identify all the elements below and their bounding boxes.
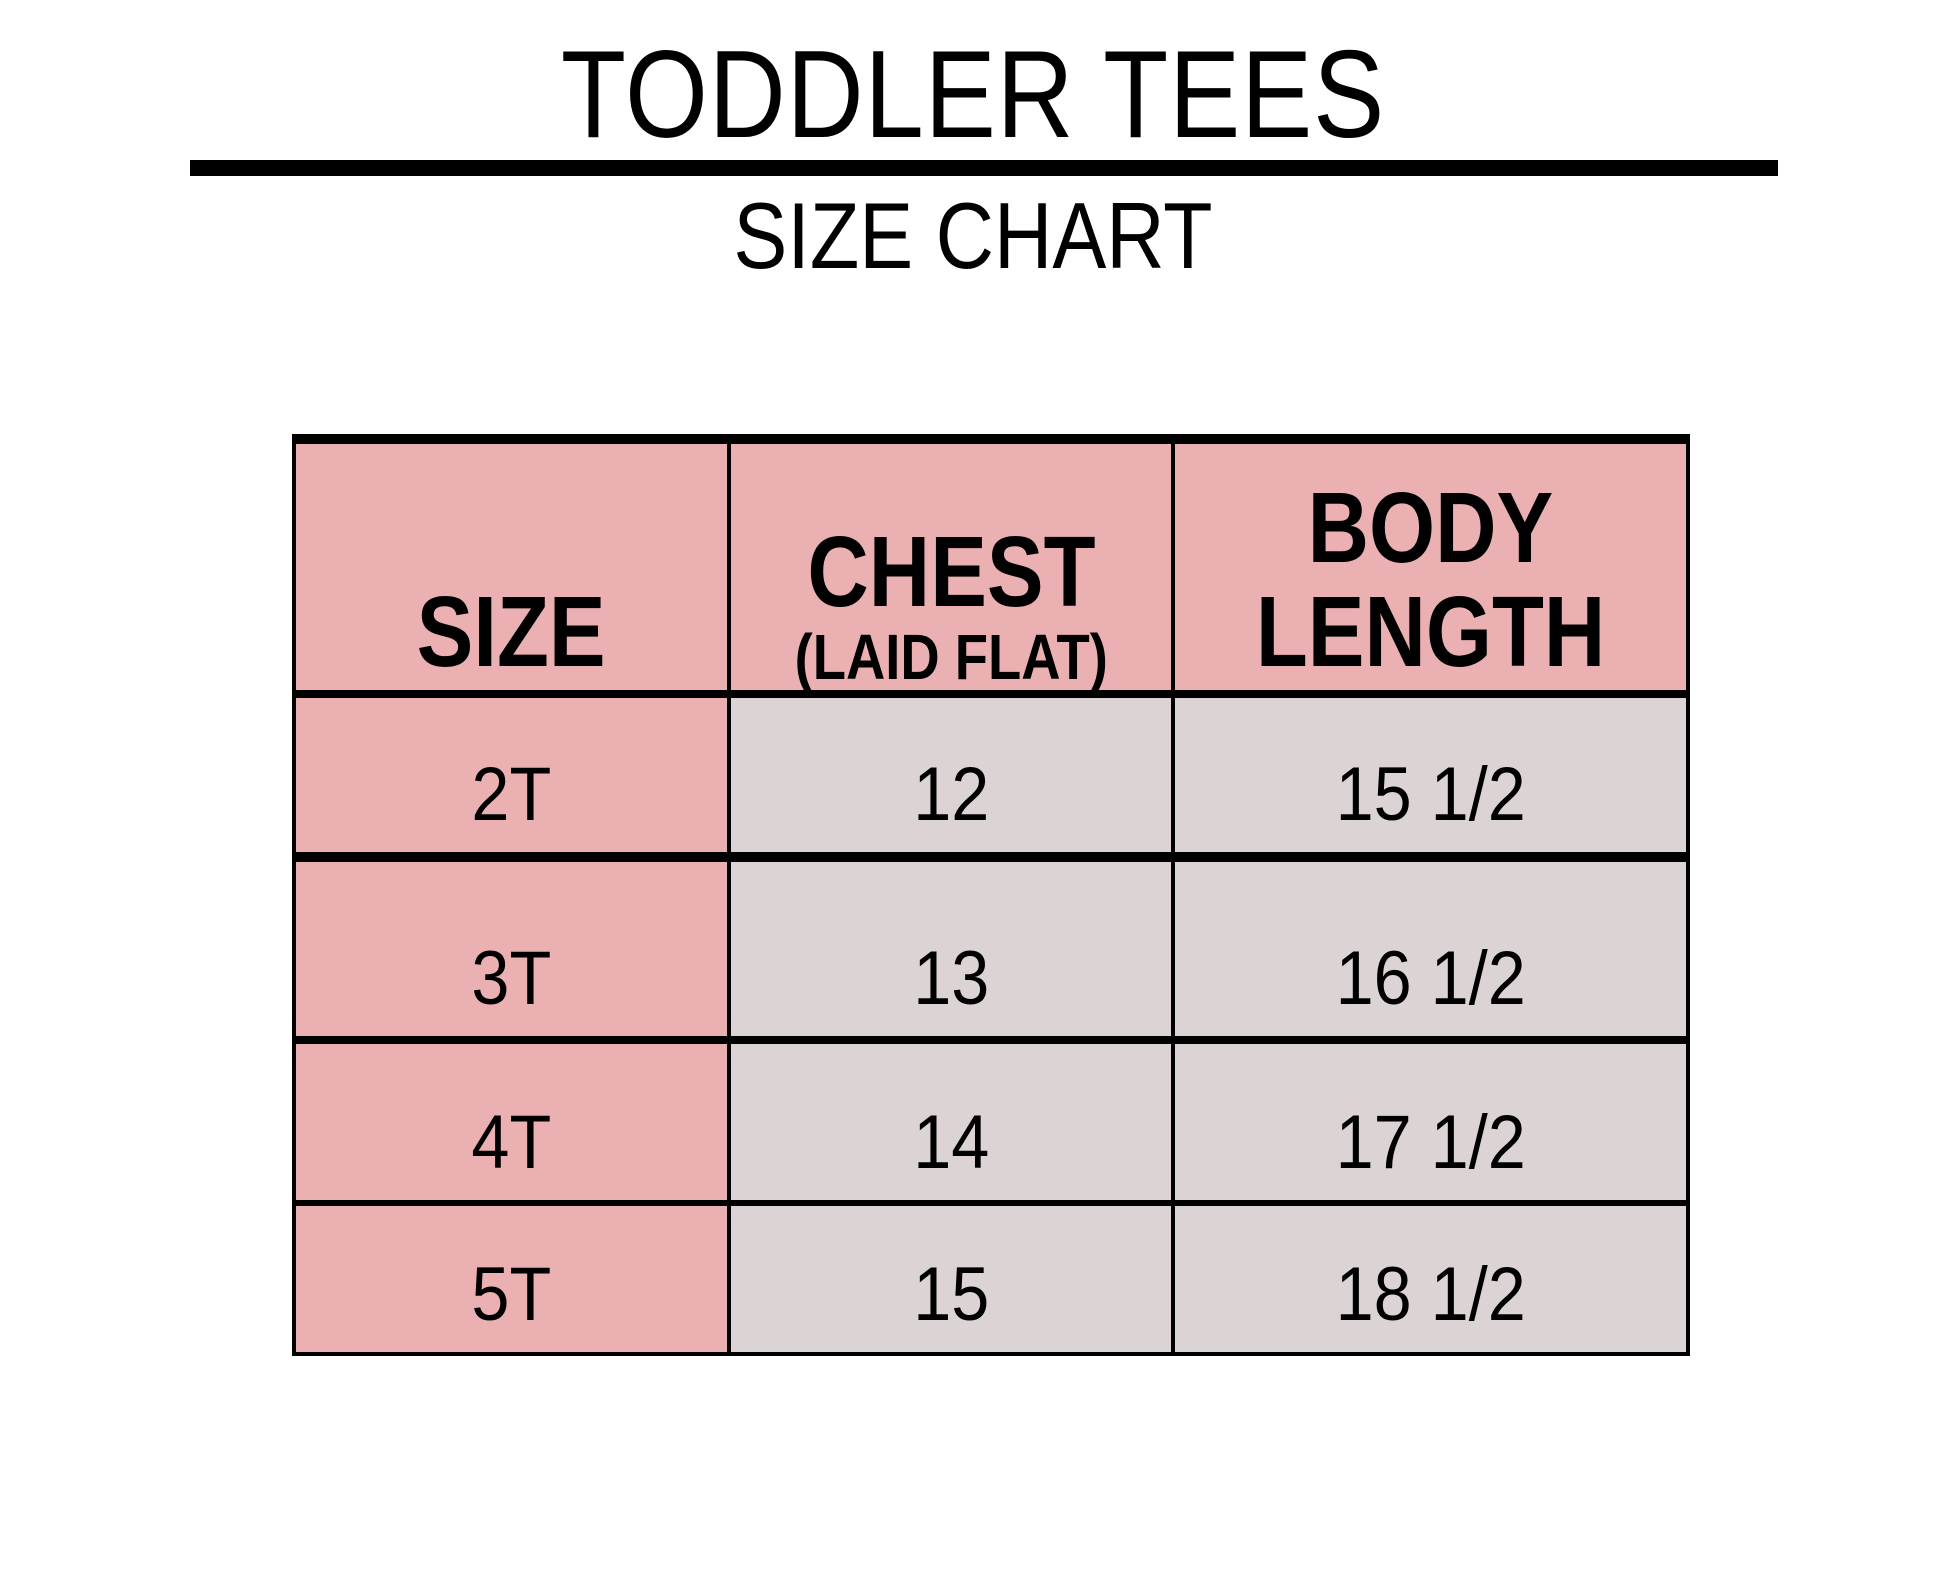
header-row: SIZE CHEST (LAID FLAT) BODY LENGTH [292, 434, 1690, 696]
header-chest: CHEST (LAID FLAT) [727, 434, 1175, 696]
size-value: 5T [471, 1252, 552, 1337]
title-divider [190, 160, 1778, 176]
size-cell: 3T [292, 852, 731, 1042]
body-length-value: 17 1/2 [1335, 1100, 1526, 1185]
page-title: TODDLER TEES [560, 26, 1386, 164]
chest-value: 15 [912, 1252, 990, 1337]
size-value: 3T [471, 936, 552, 1021]
header-chest-note: (LAID FLAT) [794, 621, 1108, 693]
body-length-cell: 16 1/2 [1171, 852, 1690, 1042]
body-length-cell: 15 1/2 [1171, 690, 1690, 859]
table-row: 5T 15 18 1/2 [292, 1200, 1690, 1356]
size-cell: 2T [292, 690, 731, 859]
chest-value: 13 [912, 936, 990, 1021]
chest-cell: 14 [727, 1036, 1175, 1205]
body-length-cell: 18 1/2 [1171, 1200, 1690, 1356]
size-cell: 5T [292, 1200, 731, 1356]
page-subtitle: SIZE CHART [733, 183, 1213, 288]
body-length-cell: 17 1/2 [1171, 1036, 1690, 1205]
chest-cell: 12 [727, 690, 1175, 859]
body-length-value: 16 1/2 [1335, 936, 1526, 1021]
size-cell: 4T [292, 1036, 731, 1205]
header-size-label: SIZE [417, 576, 606, 688]
header-chest-label: CHEST [806, 516, 1096, 628]
size-value: 2T [471, 752, 552, 837]
table-row: 3T 13 16 1/2 [292, 852, 1690, 1042]
chest-value: 14 [912, 1100, 990, 1185]
size-value: 4T [471, 1100, 552, 1185]
body-length-value: 18 1/2 [1335, 1252, 1526, 1337]
header-body-line2: LENGTH [1255, 576, 1606, 688]
table-row: 4T 14 17 1/2 [292, 1036, 1690, 1205]
body-length-value: 15 1/2 [1335, 752, 1526, 837]
header-body-line1: BODY [1307, 472, 1554, 584]
size-chart-table: SIZE CHEST (LAID FLAT) BODY LENGTH 2T 12… [292, 434, 1690, 1356]
header-size: SIZE [292, 434, 731, 696]
chest-cell: 15 [727, 1200, 1175, 1356]
chest-cell: 13 [727, 852, 1175, 1042]
chest-value: 12 [912, 752, 990, 837]
table-row: 2T 12 15 1/2 [292, 690, 1690, 859]
header-body-length: BODY LENGTH [1171, 434, 1690, 696]
